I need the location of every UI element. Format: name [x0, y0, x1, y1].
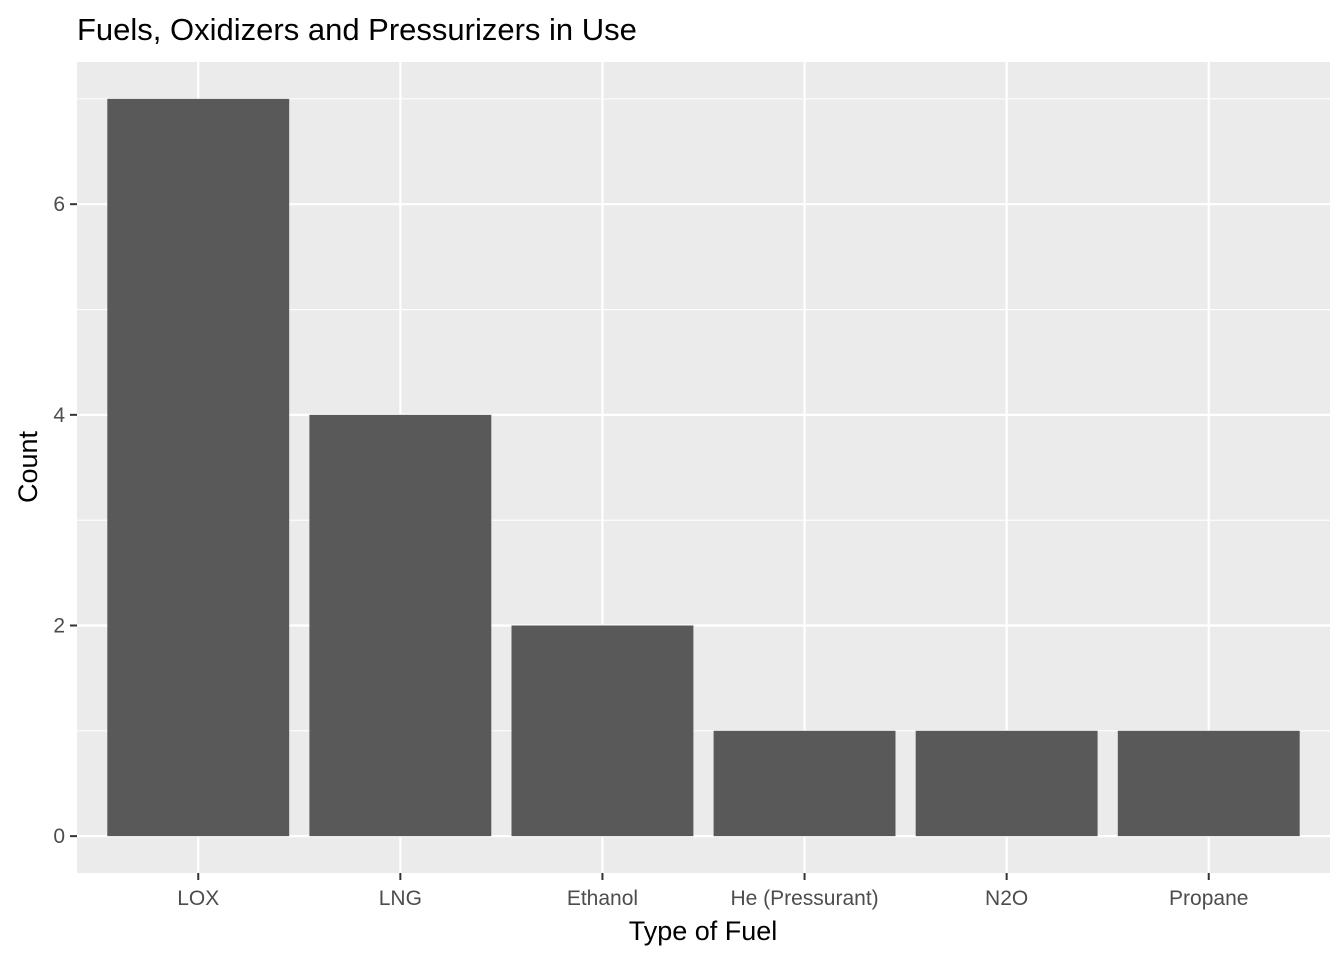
bar: [309, 414, 492, 837]
y-tick-label: 0: [53, 825, 65, 848]
bar-series: [107, 98, 1300, 837]
x-tick-label: Ethanol: [567, 887, 638, 910]
bar: [1117, 730, 1300, 837]
bar: [107, 98, 290, 837]
y-tick-label: 2: [53, 614, 65, 637]
x-tick-label: LNG: [379, 887, 422, 910]
chart-title: Fuels, Oxidizers and Pressurizers in Use: [77, 12, 637, 47]
bar: [915, 730, 1098, 837]
x-tick-label: LOX: [177, 887, 219, 910]
y-axis: 0 2 4 6: [53, 193, 77, 848]
x-axis: LOX LNG Ethanol He (Pressurant) N2O Propane: [177, 873, 1248, 910]
bar: [713, 730, 896, 837]
x-axis-label: Type of Fuel: [629, 916, 778, 946]
y-tick-label: 6: [53, 193, 65, 216]
y-tick-label: 4: [53, 404, 65, 427]
x-tick-label: Propane: [1169, 887, 1248, 910]
x-tick-label: He (Pressurant): [730, 887, 878, 910]
y-axis-label: Count: [13, 430, 43, 503]
bar: [511, 625, 694, 837]
x-tick-label: N2O: [985, 887, 1028, 910]
